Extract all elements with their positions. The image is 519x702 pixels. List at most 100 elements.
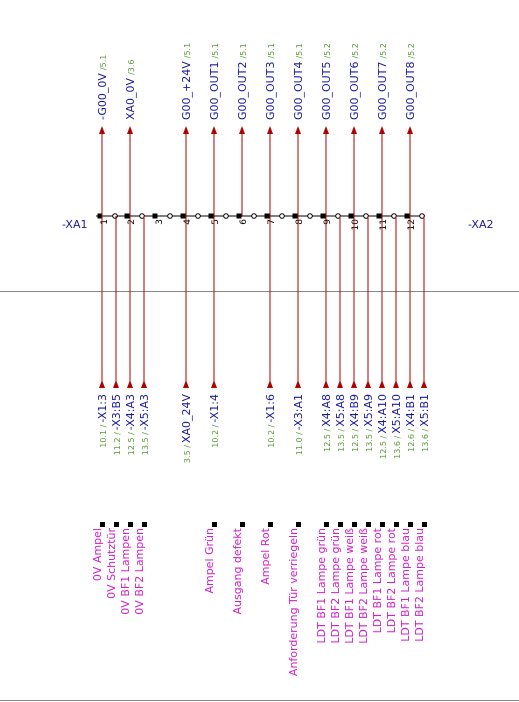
connection-ref: 10.2 / (211, 424, 220, 447)
connection-ref: 10.1 / (99, 424, 108, 447)
signal-label: G00_OUT2/5.1 (236, 43, 249, 120)
arrow (379, 380, 385, 388)
terminal-number: 12 (407, 219, 417, 230)
signal-ref: /5.2 (351, 43, 360, 58)
device-marker (422, 522, 427, 527)
signal-name: G00_OUT4 (292, 62, 305, 120)
device-marker (114, 522, 119, 527)
arrow (99, 126, 105, 134)
signal-name: G00_OUT1 (208, 62, 221, 120)
signal-ref: /5.2 (323, 43, 332, 58)
terminal-number: 8 (295, 219, 305, 225)
device-marker (324, 522, 329, 527)
connection-target: X5:A8 (334, 394, 347, 427)
connection-ref: 11.2 / (113, 432, 122, 455)
terminal (404, 213, 410, 219)
terminal (348, 213, 354, 219)
connection-ref: 13.6 / (393, 435, 402, 458)
signal-label: G00_OUT3/5.1 (264, 43, 277, 120)
connection-target: XA0_24V (180, 394, 193, 444)
arrow (141, 380, 147, 388)
arrow (267, 380, 273, 388)
device-marker (380, 522, 385, 527)
signal-ref: /5.2 (407, 43, 416, 58)
device-marker (408, 522, 413, 527)
arrow (267, 126, 273, 134)
signal-ref: /5.1 (239, 43, 248, 58)
device-label: Ampel Rot (259, 527, 272, 584)
arrow (183, 126, 189, 134)
terminal-end (167, 213, 173, 219)
connection-label: 13.5 /X5:A9 (362, 394, 375, 452)
connection-ref: 12.5 / (379, 435, 388, 458)
device-marker (366, 522, 371, 527)
terminal (124, 213, 130, 219)
device-label: LDT BF1 Lampe grün (315, 528, 328, 643)
strip-label: -XA1 (62, 218, 87, 231)
connection-target: -X3:A1 (292, 394, 305, 430)
arrow (393, 380, 399, 388)
terminal-end (195, 213, 201, 219)
terminal-end (223, 213, 229, 219)
connection-label: 12.5 / X4:B9 (348, 394, 361, 452)
signal-ref: /3.6 (127, 59, 136, 74)
connection-target: X4:A10 (376, 394, 389, 434)
connection-label: 13.6 / X5:B1 (418, 394, 431, 452)
connection-ref: 10.2 / (267, 424, 276, 447)
signal-label: G00_OUT6/5.2 (348, 43, 361, 120)
arrow (211, 126, 217, 134)
signal-label: XA0_0V/3.6 (124, 59, 137, 120)
signal-label: G00_OUT1/5.1 (208, 43, 221, 120)
terminal-number: 3 (155, 219, 165, 225)
arrow (365, 380, 371, 388)
signal-ref: /5.2 (379, 43, 388, 58)
arrow (183, 380, 189, 388)
signal-ref: /5.1 (267, 43, 276, 58)
signal-name: -G00_0V (96, 73, 109, 120)
device-marker (212, 522, 217, 527)
terminal-number: 5 (211, 219, 221, 225)
terminal-number: 6 (239, 219, 249, 225)
signal-name: G00_OUT3 (264, 62, 277, 120)
device-marker (352, 522, 357, 527)
terminal-end (112, 213, 118, 219)
connection-label: 12.5 /X4:A10 (376, 394, 389, 459)
connection-target: -X1:3 (96, 394, 109, 423)
arrow (323, 126, 329, 134)
terminal-number: 9 (323, 219, 333, 225)
terminal-number: 4 (183, 219, 193, 225)
connection-label: 13.5 / -X5:A3 (138, 394, 151, 455)
connection-target: X4:B1 (404, 394, 417, 427)
connection-ref: 13.6 / (421, 429, 430, 452)
connection-target: X5:A10 (390, 394, 403, 434)
connection-label: 12.5 / -X4:A3 (124, 394, 137, 455)
connection-label: 10.2 /-X1:6 (264, 394, 277, 448)
connection-target: X4:A8 (320, 394, 333, 427)
device-label: 0V BF1 Lampen (119, 528, 132, 615)
device-label: Anforderung Tür verriegeln (287, 528, 300, 676)
arrow (127, 126, 133, 134)
connection-target: X4:B9 (348, 394, 361, 427)
terminal-number: 10 (351, 219, 361, 231)
terminal (208, 213, 214, 219)
connection-label: 10.2 /-X1:4 (208, 394, 221, 448)
device-label: 0V BF2 Lampen (133, 528, 146, 615)
connection-target: X5:A9 (362, 394, 375, 427)
device-marker (100, 522, 105, 527)
arrow (239, 126, 245, 134)
device-marker (240, 522, 245, 527)
device-label: Ausgang defekt (231, 527, 244, 614)
connection-target: -X4:A3 (124, 394, 137, 430)
connection-label: 12.5 /X4:A8 (320, 394, 333, 452)
signal-label: G00_OUT5/5.2 (320, 43, 333, 120)
connection-ref: 13.5 / (365, 428, 374, 451)
arrow (113, 380, 119, 388)
signal-name: G00_+24V (180, 61, 193, 120)
signal-ref: /5.1 (211, 43, 220, 58)
arrow (295, 126, 301, 134)
connection-ref: 13.5 / (141, 432, 150, 455)
terminal (152, 213, 158, 219)
signal-name: G00_OUT5 (320, 62, 333, 120)
arrow (337, 380, 343, 388)
